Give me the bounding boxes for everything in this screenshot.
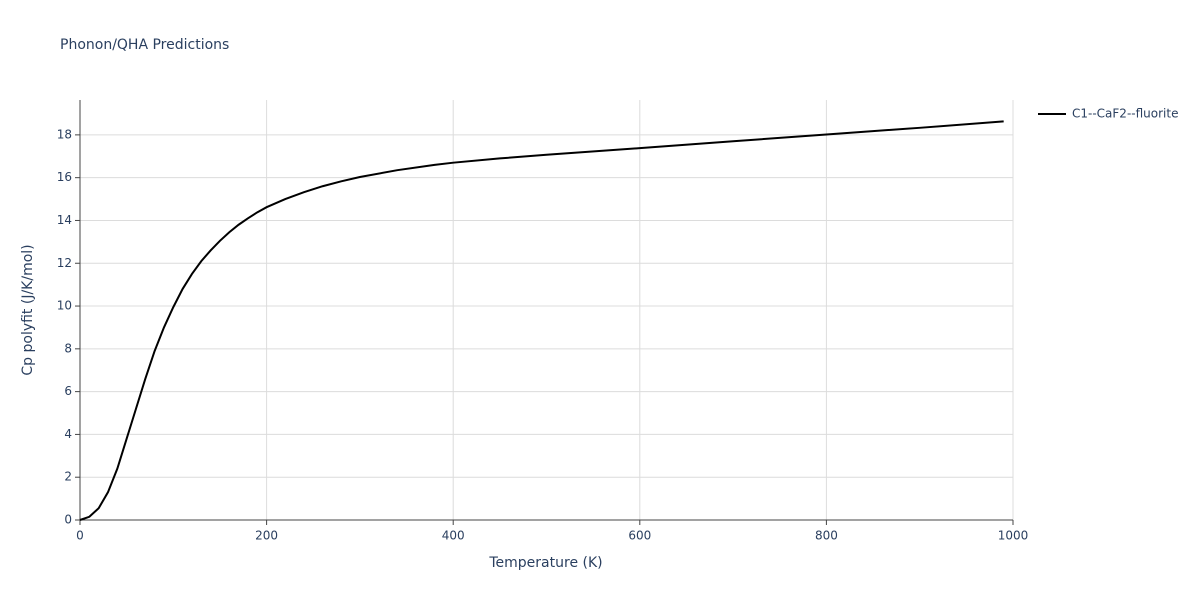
y-tick-label: 0 — [64, 513, 72, 527]
x-tick-label: 200 — [255, 529, 278, 543]
x-tick-label: 800 — [815, 529, 838, 543]
x-tick-label: 400 — [442, 529, 465, 543]
legend-label: C1--CaF2--fluorite — [1072, 107, 1178, 121]
y-tick-label: 4 — [64, 427, 72, 441]
y-tick-label: 12 — [57, 256, 72, 270]
x-tick-label: 600 — [628, 529, 651, 543]
x-tick-label: 0 — [76, 529, 84, 543]
x-tick-label: 1000 — [998, 529, 1029, 543]
data-line — [79, 120, 1004, 521]
y-tick-label: 6 — [64, 384, 72, 398]
y-tick-label: 16 — [57, 170, 72, 184]
y-axis-label: Cp polyfit (J/K/mol) — [20, 244, 36, 375]
y-tick-label: 8 — [64, 341, 72, 355]
y-tick-label: 14 — [57, 213, 72, 227]
chart-title: Phonon/QHA Predictions — [60, 37, 229, 53]
y-tick-label: 10 — [57, 299, 72, 313]
y-tick-label: 18 — [57, 127, 72, 141]
x-axis-label: Temperature (K) — [488, 555, 602, 571]
y-tick-label: 2 — [64, 470, 72, 484]
